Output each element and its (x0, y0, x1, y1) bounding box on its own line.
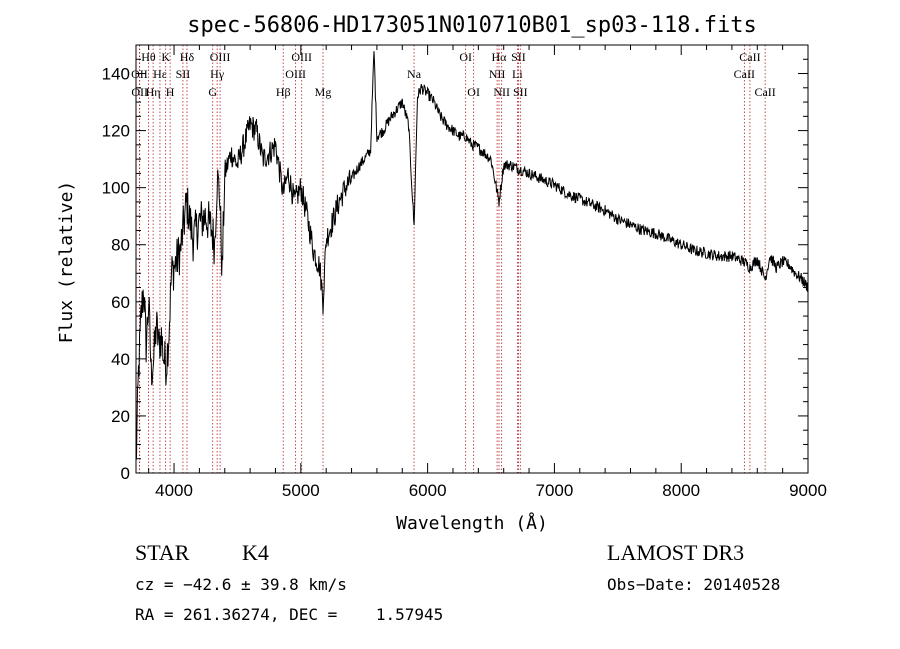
x-tick-label: 8000 (662, 481, 700, 500)
y-tick-label: 100 (102, 179, 130, 198)
line-label: SII (176, 67, 191, 81)
line-label: G (208, 85, 217, 99)
chart-title: spec-56806-HD173051N010710B01_sp03-118.f… (187, 13, 757, 38)
line-label: Hθ (141, 50, 156, 64)
ra-dec: RA = 261.36274, DEC = 1.57945 (135, 605, 444, 624)
plot-frame (135, 44, 809, 474)
line-label: K (161, 50, 170, 64)
line-label: Mg (315, 85, 332, 99)
y-tick-label: 140 (102, 65, 130, 84)
y-axis-label: Flux (relative) (56, 181, 77, 344)
x-tick-label: 6000 (409, 481, 447, 500)
line-label: Hδ (180, 50, 195, 64)
survey-label: LAMOST DR3 (607, 540, 745, 565)
line-label: CaII (734, 67, 755, 81)
x-axis-label: Wavelength (Å) (396, 512, 548, 534)
line-label: NII (489, 67, 506, 81)
line-label: OI (467, 85, 480, 99)
x-tick-label: 5000 (282, 481, 320, 500)
y-tick-label: 0 (121, 464, 130, 483)
line-label: SII (511, 50, 526, 64)
y-tick-label: 60 (111, 293, 130, 312)
x-tick-label: 4000 (155, 481, 193, 500)
y-tick-label: 40 (111, 350, 130, 369)
line-label: Hα (492, 50, 508, 64)
series-layer (135, 51, 809, 461)
x-tick-label: 9000 (789, 481, 827, 500)
line-label: SII (513, 85, 528, 99)
y-tick-label: 80 (111, 236, 130, 255)
line-label: Hγ (210, 67, 225, 81)
object-class: STAR (135, 540, 190, 565)
line-label: Li (512, 67, 523, 81)
line-label: NII (493, 85, 510, 99)
object-subclass: K4 (242, 540, 269, 565)
axis-ticks: 4000 5000 6000 7000 8000 9000 0 20 40 60 80 100 120 1… (102, 45, 827, 500)
line-label: OI (459, 50, 472, 64)
x-tick-label: 7000 (536, 481, 574, 500)
line-label: Hη (146, 85, 161, 99)
observation-date: Obs−Date: 20140528 (607, 575, 781, 594)
line-label: Hε (153, 67, 167, 81)
line-label: CaII (739, 50, 760, 64)
redshift-velocity: cz = −42.6 ± 39.8 km/s (135, 575, 347, 594)
spectrum-line (135, 51, 809, 461)
line-label: H (166, 85, 175, 99)
line-label: Na (407, 67, 422, 81)
line-label: CaII (754, 85, 775, 99)
line-label: OIII (210, 50, 231, 64)
line-label: Hβ (276, 85, 291, 99)
line-label: OIII (285, 67, 306, 81)
y-tick-label: 120 (102, 122, 130, 141)
y-tick-label: 20 (111, 407, 130, 426)
line-label: OIII (291, 50, 312, 64)
